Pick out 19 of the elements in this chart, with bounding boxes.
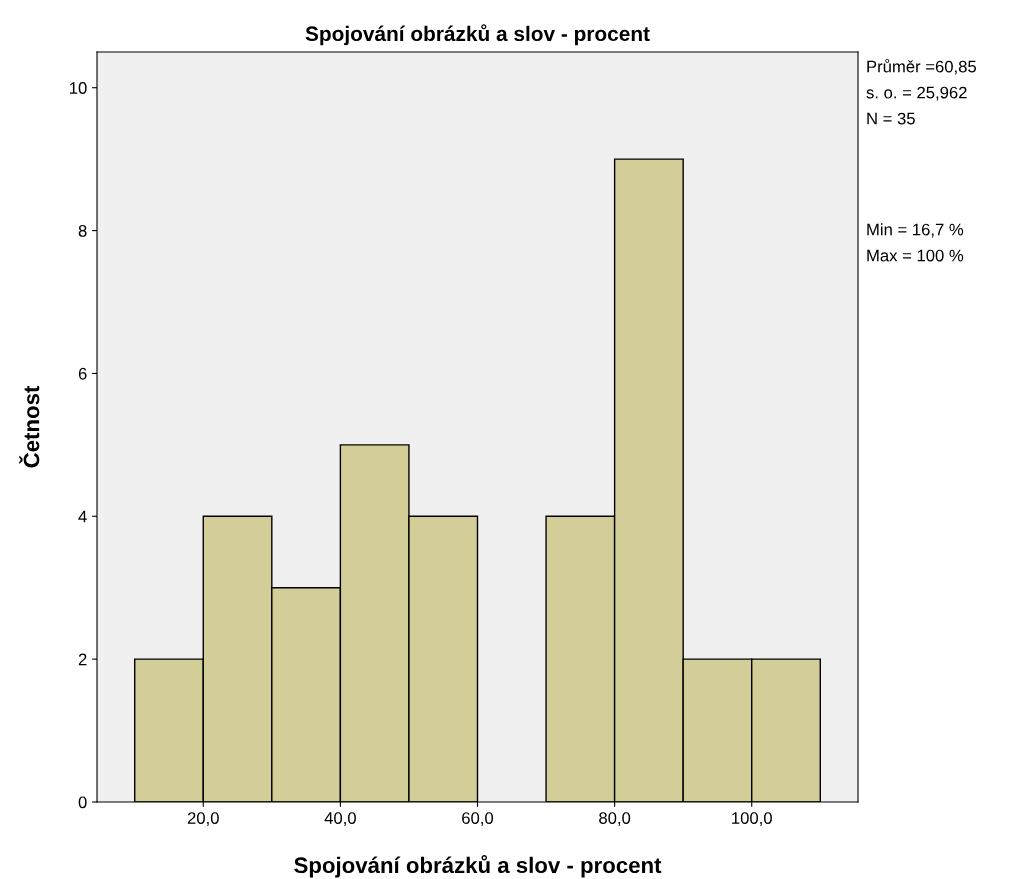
chart-title: Spojování obrázků a slov - procent xyxy=(305,24,650,46)
x-tick-label: 20,0 xyxy=(187,812,219,826)
y-axis-title: Četnost xyxy=(19,385,40,468)
text: N = 35 xyxy=(867,112,915,125)
x-tick-label: 40,0 xyxy=(324,812,356,826)
text: Min = 16,7 % xyxy=(867,223,964,238)
text: Max = 100 % xyxy=(867,249,964,262)
y-tick-label: 6 xyxy=(78,367,87,380)
y-tick-label: 8 xyxy=(78,224,87,237)
text: Průměr =60,85 xyxy=(867,58,977,75)
x-axis-title: Spojování obrázků a slov - procent xyxy=(294,855,662,878)
y-tick-label: 2 xyxy=(78,653,87,666)
x-tick-label: 60,0 xyxy=(462,812,494,826)
x-tick-label: 100,0 xyxy=(732,812,772,826)
x-tick-label: 80,0 xyxy=(599,812,631,826)
y-tick-label: 4 xyxy=(78,510,87,523)
y-tick-label: 0 xyxy=(78,796,87,809)
y-tick-label: 10 xyxy=(70,82,87,94)
text: s. o. = 25,962 xyxy=(866,86,967,101)
